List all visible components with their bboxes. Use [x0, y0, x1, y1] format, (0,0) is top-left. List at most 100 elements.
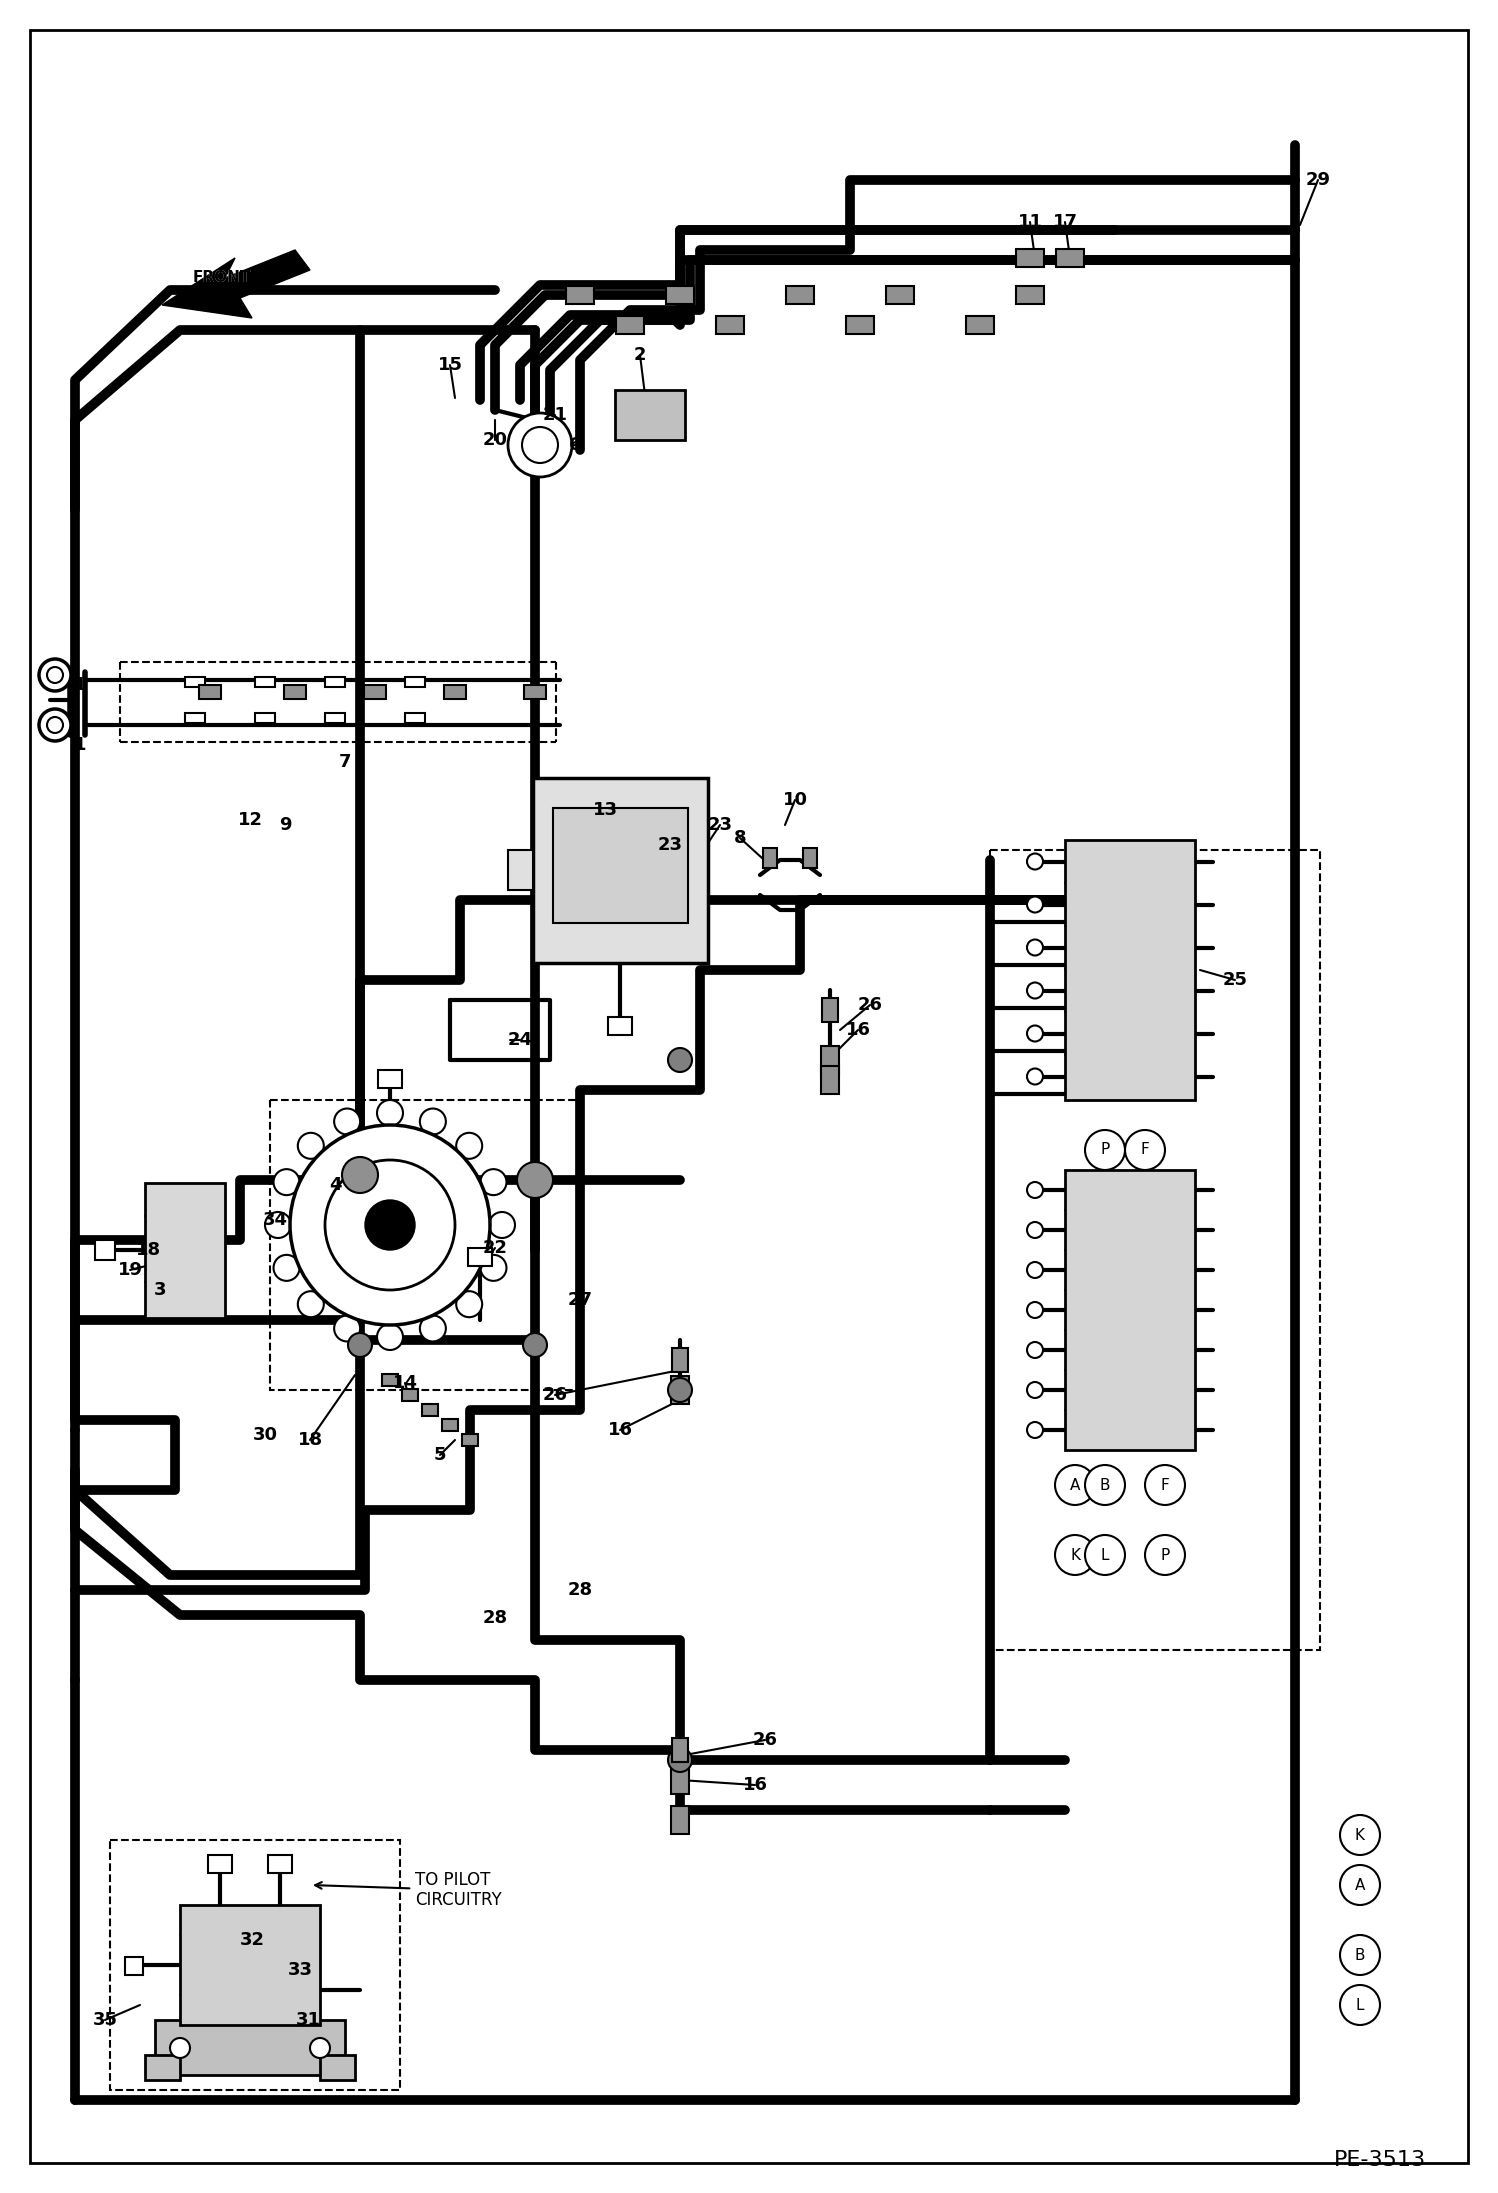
Circle shape [1028, 1026, 1043, 1042]
Circle shape [46, 717, 63, 732]
Circle shape [274, 1169, 300, 1195]
Text: 5: 5 [434, 1445, 446, 1465]
Bar [667, 285, 694, 305]
Circle shape [310, 2037, 330, 2057]
Bar [422, 1404, 437, 1417]
Bar [443, 684, 466, 700]
Text: 16: 16 [845, 1022, 870, 1039]
Circle shape [348, 1333, 372, 1357]
Bar [803, 849, 816, 868]
Circle shape [334, 1316, 360, 1342]
Text: F: F [1161, 1478, 1170, 1493]
Text: 1: 1 [73, 737, 87, 754]
Text: 26: 26 [752, 1730, 777, 1750]
Circle shape [1144, 1535, 1185, 1575]
Circle shape [1085, 1465, 1125, 1504]
Circle shape [668, 1048, 692, 1072]
Bar [673, 1739, 688, 1761]
Text: 9: 9 [279, 816, 291, 833]
Text: B: B [1100, 1478, 1110, 1493]
Circle shape [334, 1107, 360, 1134]
Bar [154, 2020, 345, 2075]
Circle shape [1144, 1465, 1185, 1504]
Bar [608, 1018, 632, 1035]
Text: FRONT: FRONT [193, 270, 252, 285]
Bar [671, 1765, 689, 1794]
Bar [467, 1248, 491, 1265]
Text: 23: 23 [658, 836, 683, 853]
Text: 29: 29 [1305, 171, 1330, 189]
Text: 12: 12 [238, 811, 262, 829]
Circle shape [1341, 1934, 1380, 1976]
Bar [1016, 285, 1044, 305]
Bar [321, 2055, 355, 2079]
Circle shape [291, 1125, 490, 1325]
Text: F: F [1140, 1143, 1149, 1158]
Text: 20: 20 [482, 432, 508, 450]
Text: L: L [1101, 1548, 1109, 1561]
Text: 23: 23 [707, 816, 733, 833]
Circle shape [274, 1254, 300, 1281]
Circle shape [169, 2037, 190, 2057]
Bar [821, 1066, 839, 1094]
Text: 10: 10 [782, 792, 807, 809]
Circle shape [325, 1160, 455, 1289]
Circle shape [1028, 1182, 1043, 1197]
Circle shape [1085, 1535, 1125, 1575]
Bar [364, 684, 386, 700]
Circle shape [1341, 1864, 1380, 1906]
Text: 16: 16 [743, 1776, 767, 1794]
Circle shape [39, 708, 70, 741]
Circle shape [1028, 853, 1043, 868]
Text: 7: 7 [339, 752, 351, 772]
Circle shape [517, 1162, 553, 1197]
Text: 2: 2 [634, 346, 646, 364]
Text: 13: 13 [593, 800, 617, 818]
Bar [208, 1855, 232, 1873]
Bar [566, 285, 595, 305]
Bar [325, 678, 345, 686]
Bar [94, 1239, 115, 1261]
Bar [1065, 1171, 1195, 1450]
Bar [184, 713, 205, 724]
Bar [184, 678, 205, 686]
Bar [671, 1807, 689, 1833]
Bar [508, 851, 533, 890]
Bar [268, 1855, 292, 1873]
Bar [401, 1388, 418, 1401]
Bar [461, 1434, 478, 1445]
Bar [762, 849, 777, 868]
Circle shape [1341, 1816, 1380, 1855]
Bar [786, 285, 813, 305]
Text: B: B [1354, 1947, 1365, 1963]
Bar [533, 779, 709, 963]
Text: 25: 25 [1222, 971, 1248, 989]
Circle shape [488, 1213, 515, 1239]
Bar [325, 713, 345, 724]
Text: 28: 28 [482, 1610, 508, 1627]
Text: L: L [1356, 1998, 1365, 2013]
Bar [616, 390, 685, 441]
Text: P: P [1161, 1548, 1170, 1561]
Bar [270, 1101, 580, 1390]
Text: 21: 21 [542, 406, 568, 423]
Text: 4: 4 [328, 1175, 342, 1193]
Polygon shape [162, 250, 310, 318]
Text: A: A [1070, 1478, 1080, 1493]
Bar [524, 684, 545, 700]
Circle shape [1028, 1261, 1043, 1279]
Circle shape [1028, 1421, 1043, 1439]
Circle shape [366, 1200, 415, 1250]
Circle shape [342, 1158, 377, 1193]
Text: K: K [1070, 1548, 1080, 1561]
Bar [821, 1046, 839, 1075]
Circle shape [39, 660, 70, 691]
Text: A: A [1354, 1877, 1365, 1893]
Bar [180, 1906, 321, 2024]
Bar [1056, 250, 1085, 268]
Bar [990, 851, 1320, 1649]
Text: FRONT: FRONT [193, 270, 252, 285]
Bar [377, 1070, 401, 1088]
Bar [199, 684, 222, 700]
Text: TO PILOT
CIRCUITRY: TO PILOT CIRCUITRY [315, 1871, 502, 1910]
